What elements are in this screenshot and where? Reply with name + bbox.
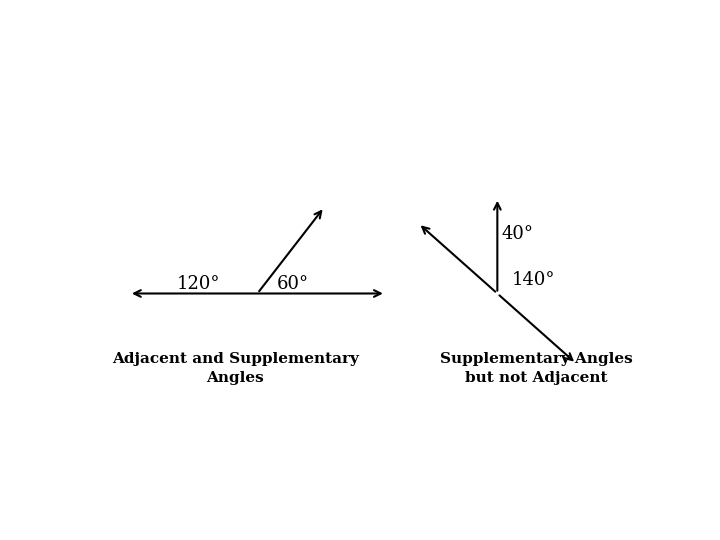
Text: Supplementary Angles
but not Adjacent: Supplementary Angles but not Adjacent (440, 352, 633, 385)
Text: 140°: 140° (511, 271, 555, 289)
Text: Adjacent and Supplementary
Angles: Adjacent and Supplementary Angles (112, 352, 359, 385)
Text: 40°: 40° (502, 225, 534, 244)
Text: 60°: 60° (277, 274, 309, 293)
Text: 120°: 120° (176, 274, 220, 293)
